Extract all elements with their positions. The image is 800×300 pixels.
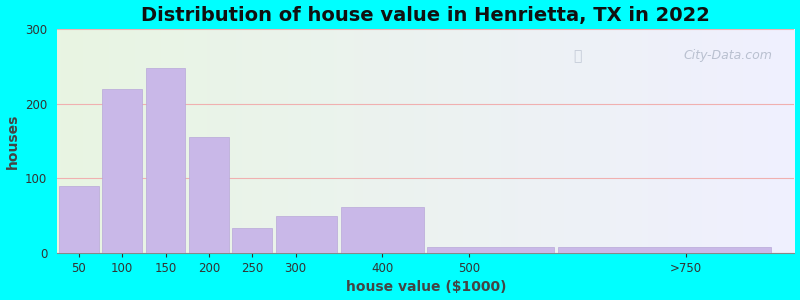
Bar xyxy=(341,207,424,253)
Y-axis label: houses: houses xyxy=(6,113,19,169)
Bar xyxy=(59,186,98,253)
X-axis label: house value ($1000): house value ($1000) xyxy=(346,280,506,294)
Text: City-Data.com: City-Data.com xyxy=(683,49,772,62)
Bar xyxy=(427,247,554,253)
Bar xyxy=(189,137,229,253)
Bar xyxy=(232,228,272,253)
Bar xyxy=(146,68,186,253)
Text: ⦿: ⦿ xyxy=(574,49,582,63)
Title: Distribution of house value in Henrietta, TX in 2022: Distribution of house value in Henrietta… xyxy=(142,6,710,25)
Bar xyxy=(102,88,142,253)
Bar xyxy=(276,215,338,253)
Bar xyxy=(558,247,771,253)
